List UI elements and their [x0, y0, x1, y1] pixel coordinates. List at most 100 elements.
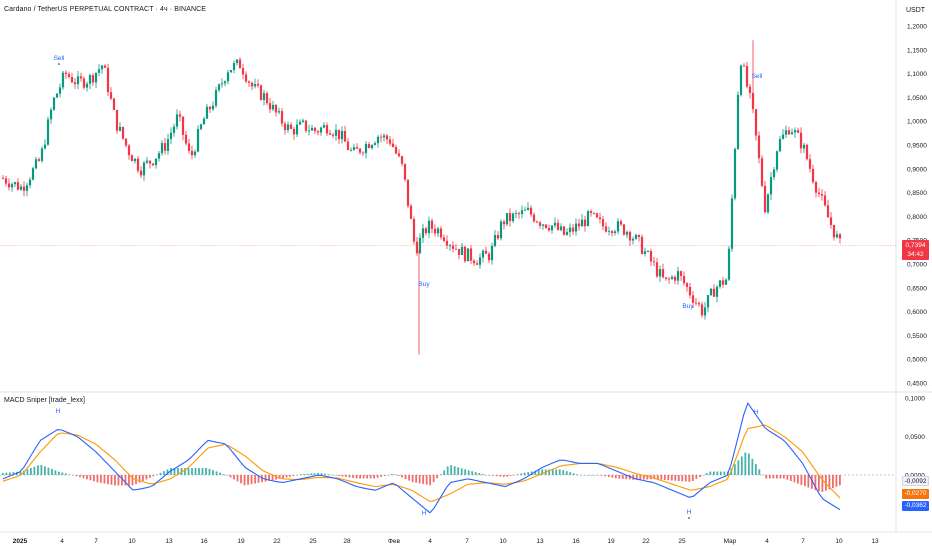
candle-body [241, 68, 245, 75]
macd-histogram-bar [548, 469, 551, 475]
macd-histogram-bar [222, 474, 225, 475]
macd-histogram-bar [254, 475, 256, 484]
candle-body [67, 74, 71, 77]
macd-histogram-bar [124, 475, 127, 486]
candle-body [337, 129, 341, 140]
macd-histogram-bar [509, 475, 512, 476]
price-axis-tick: 1,0500 [907, 95, 927, 102]
macd-histogram-bar [663, 475, 666, 480]
candle-body [688, 286, 692, 296]
candle-body [790, 132, 794, 135]
macd-histogram-bar [579, 475, 582, 476]
candle-body [757, 135, 761, 159]
price-axis-tick: 0,9500 [907, 143, 927, 150]
candle-body [715, 286, 719, 297]
candle-body [235, 59, 239, 64]
candle-body [118, 126, 122, 131]
candle-body [448, 245, 452, 247]
candle-body [79, 76, 83, 79]
candle-body [616, 221, 620, 232]
price-axis-tick: 0,5500 [907, 333, 927, 340]
candle-body [811, 168, 815, 183]
price-axis-tick: 1,1500 [907, 47, 927, 54]
macd-histogram-bar [65, 473, 67, 475]
macd-histogram-bar [534, 470, 537, 475]
currency-label[interactable]: USDT [906, 7, 926, 14]
candle-body [244, 74, 248, 82]
macd-histogram-bar [306, 473, 309, 475]
macd-histogram-bar [187, 468, 190, 475]
macd-histogram-bar [831, 475, 834, 489]
candle-body [361, 152, 365, 154]
candle-body [166, 139, 170, 151]
candle-body [217, 84, 221, 91]
candle-body [697, 302, 701, 305]
candle-body [163, 143, 167, 151]
macd-histogram-bar [110, 475, 113, 485]
macd-histogram-bar [58, 471, 60, 475]
candle-body [493, 235, 497, 247]
macd-histogram-bar [348, 475, 351, 478]
candle-body [25, 185, 29, 191]
candle-body [826, 205, 830, 218]
candle-body [685, 283, 689, 287]
macd-histogram-bar [411, 475, 414, 483]
signal-dot [688, 517, 690, 519]
candle-body [400, 156, 404, 164]
macd-line [2, 402, 841, 514]
time-axis-label: 22 [273, 538, 281, 545]
candle-body [676, 271, 680, 281]
macd-histogram-bar [257, 475, 260, 483]
candle-body [355, 147, 359, 149]
macd-axis-tick: 0,1000 [905, 396, 925, 403]
macd-indicator-title[interactable]: MACD Sniper [trade_lexx] [4, 397, 85, 404]
macd-histogram-bar [121, 475, 123, 486]
candle-body [187, 143, 191, 151]
candle-body [718, 280, 722, 287]
candle-body [838, 234, 842, 239]
macd-histogram-bar [432, 475, 435, 483]
macd-histogram-bar [618, 475, 621, 479]
candle-body [463, 246, 467, 262]
macd-histogram-bar [138, 475, 141, 483]
macd-histogram-bar [345, 475, 348, 477]
macd-histogram-bar [61, 472, 64, 475]
candle-body [157, 153, 161, 159]
macd-histogram-bar [177, 468, 179, 475]
candle-body [634, 234, 638, 239]
candle-body [397, 153, 401, 157]
candle-body [4, 178, 8, 184]
candle-body [298, 121, 302, 125]
macd-histogram-bar [597, 475, 600, 476]
chart-title: Cardano / TetherUS PERPETUAL CONTRACT · … [4, 6, 207, 13]
candle-body [343, 131, 347, 142]
candle-body [628, 231, 632, 241]
macd-histogram-bar [495, 475, 498, 477]
candle-body [739, 65, 743, 95]
macd-histogram-bar [212, 470, 214, 475]
candle-body [469, 248, 473, 261]
candle-body [1, 178, 5, 180]
candle-body [46, 119, 50, 145]
candle-body [325, 125, 329, 134]
candle-body [451, 245, 455, 249]
macd-histogram-bar [600, 475, 603, 476]
macd-histogram-bar [285, 475, 288, 478]
macd-histogram-bar [366, 475, 369, 479]
macd-histogram-bar [355, 475, 358, 479]
candle-body [10, 184, 14, 188]
macd-histogram-bar [303, 474, 305, 475]
macd-histogram-bar [387, 475, 390, 476]
macd-histogram-bar [51, 469, 53, 475]
candle-body [382, 135, 386, 138]
candle-body [793, 130, 797, 133]
candle-body [49, 109, 53, 120]
candle-body [286, 124, 290, 131]
macd-histogram-bar [583, 475, 586, 476]
candle-body [418, 237, 422, 254]
macd-histogram-bar [502, 475, 505, 477]
candle-body [568, 227, 572, 233]
candle-body [436, 228, 440, 234]
